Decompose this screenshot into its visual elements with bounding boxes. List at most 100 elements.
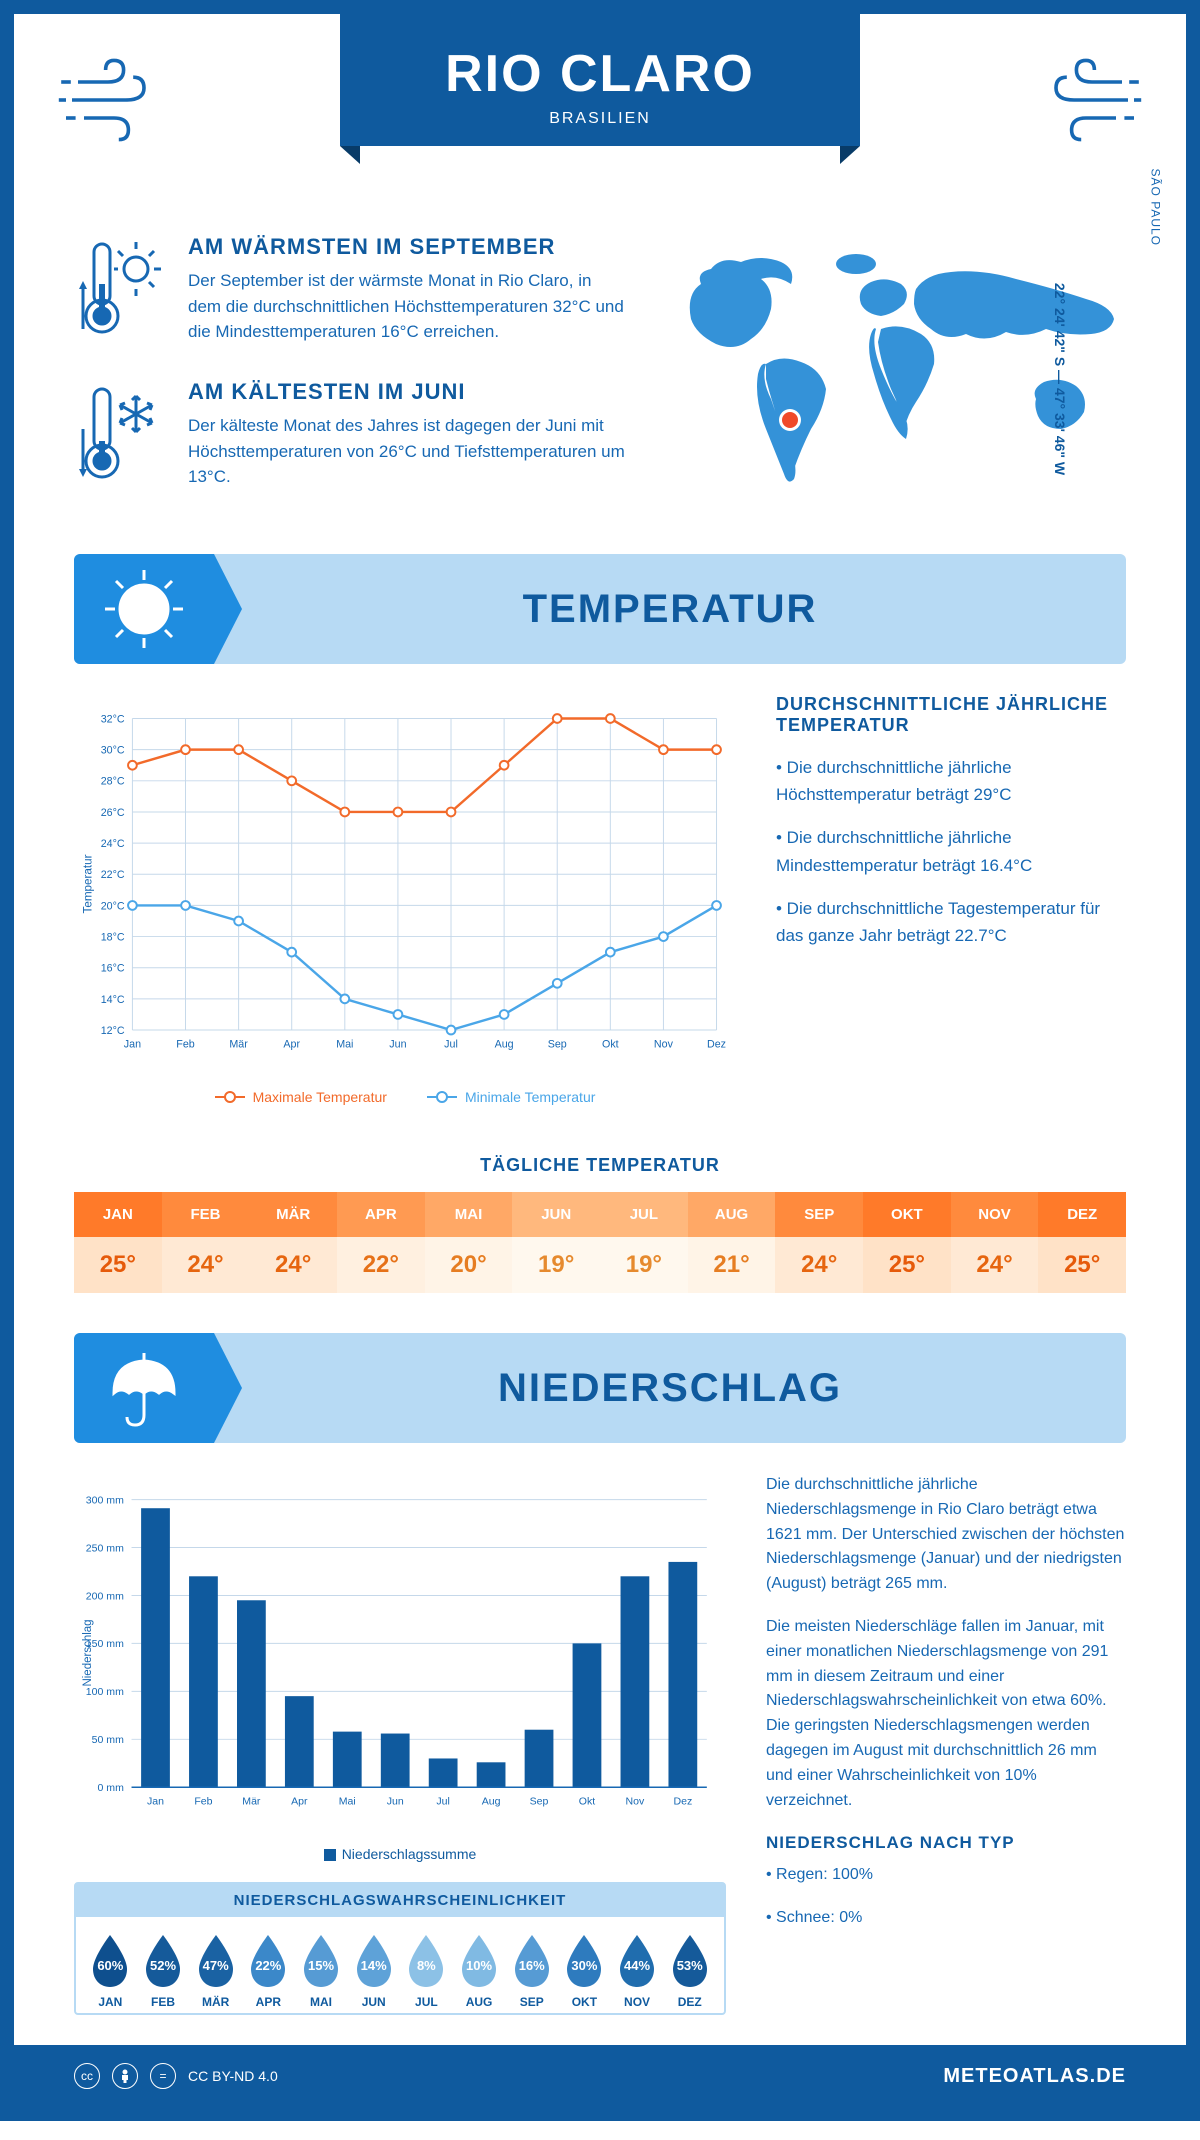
prob-drop: 22% APR: [242, 1933, 295, 2009]
prob-drop: 15% MAI: [295, 1933, 348, 2009]
temp-legend: Maximale Temperatur Minimale Temperatur: [74, 1089, 736, 1105]
fact-coldest: AM KÄLTESTEN IM JUNI Der kälteste Monat …: [74, 379, 626, 494]
prob-drop: 10% AUG: [453, 1933, 506, 2009]
precip-type-title: NIEDERSCHLAG NACH TYP: [766, 1833, 1126, 1853]
svg-text:Niederschlag: Niederschlag: [82, 1619, 94, 1686]
fact-cold-body: Der kälteste Monat des Jahres ist dagege…: [188, 413, 626, 490]
precip-p1: Die durchschnittliche jährliche Niedersc…: [766, 1473, 1126, 1597]
prob-drop: 60% JAN: [84, 1933, 137, 2009]
thermometer-snow-icon: [74, 379, 164, 494]
daily-head-cell: JAN: [74, 1192, 162, 1237]
region-label: SÃO PAULO: [1148, 169, 1162, 246]
daily-value-cell: 24°: [951, 1237, 1039, 1293]
precip-section: 0 mm50 mm100 mm150 mm200 mm250 mm300 mmN…: [14, 1443, 1186, 2045]
svg-text:Feb: Feb: [176, 1039, 194, 1051]
prob-drop: 30% OKT: [558, 1933, 611, 2009]
daily-value-cell: 19°: [600, 1237, 688, 1293]
by-icon: [112, 2063, 138, 2089]
precip-p2: Die meisten Niederschläge fallen im Janu…: [766, 1615, 1126, 1813]
precip-snow: • Schnee: 0%: [766, 1906, 1126, 1931]
daily-head-cell: NOV: [951, 1192, 1039, 1237]
prob-drop: 8% JUL: [400, 1933, 453, 2009]
svg-text:100 mm: 100 mm: [86, 1686, 124, 1698]
temp-section: 12°C14°C16°C18°C20°C22°C24°C26°C28°C30°C…: [14, 664, 1186, 1135]
daily-head-cell: DEZ: [1038, 1192, 1126, 1237]
umbrella-icon: [74, 1333, 214, 1443]
svg-text:Sep: Sep: [530, 1795, 549, 1807]
precip-chart: 0 mm50 mm100 mm150 mm200 mm250 mm300 mmN…: [74, 1473, 726, 1833]
legend-min: Minimale Temperatur: [465, 1089, 595, 1105]
sun-icon: [74, 554, 214, 664]
prob-drop: 14% JUN: [347, 1933, 400, 2009]
daily-head-cell: OKT: [863, 1192, 951, 1237]
svg-text:Okt: Okt: [579, 1795, 595, 1807]
daily-table: JANFEBMÄRAPRMAIJUNJULAUGSEPOKTNOVDEZ 25°…: [74, 1192, 1126, 1293]
footer-site: METEOATLAS.DE: [943, 2065, 1126, 2088]
temp-side-b3: • Die durchschnittliche Tagestemperatur …: [776, 895, 1126, 949]
license-text: CC BY-ND 4.0: [188, 2068, 278, 2084]
footer: cc = CC BY-ND 4.0 METEOATLAS.DE: [14, 2045, 1186, 2107]
daily-value-cell: 25°: [863, 1237, 951, 1293]
precip-legend: Niederschlagssumme: [74, 1846, 726, 1862]
fact-cold-title: AM KÄLTESTEN IM JUNI: [188, 379, 626, 405]
prob-drop: 47% MÄR: [189, 1933, 242, 2009]
svg-text:Dez: Dez: [707, 1039, 726, 1051]
cc-icon: cc: [74, 2063, 100, 2089]
daily-head-cell: SEP: [775, 1192, 863, 1237]
temp-title: TEMPERATUR: [214, 587, 1126, 632]
svg-text:Temperatur: Temperatur: [82, 854, 95, 913]
info-row: AM WÄRMSTEN IM SEPTEMBER Der September i…: [14, 214, 1186, 554]
daily-head-cell: MÄR: [249, 1192, 337, 1237]
svg-text:300 mm: 300 mm: [86, 1494, 124, 1506]
precip-rain: • Regen: 100%: [766, 1863, 1126, 1888]
svg-text:12°C: 12°C: [101, 1025, 125, 1037]
prob-box: NIEDERSCHLAGSWAHRSCHEINLICHKEIT 60% JAN …: [74, 1882, 726, 2015]
svg-text:Aug: Aug: [495, 1039, 514, 1051]
prob-title: NIEDERSCHLAGSWAHRSCHEINLICHKEIT: [76, 1884, 724, 1917]
svg-text:50 mm: 50 mm: [92, 1734, 124, 1746]
svg-text:18°C: 18°C: [101, 931, 125, 943]
daily-value-cell: 25°: [74, 1237, 162, 1293]
svg-text:Sep: Sep: [548, 1039, 567, 1051]
svg-text:Mai: Mai: [336, 1039, 353, 1051]
svg-text:Jul: Jul: [436, 1795, 449, 1807]
precip-side: Die durchschnittliche jährliche Niedersc…: [766, 1473, 1126, 2015]
temp-side: DURCHSCHNITTLICHE JÄHRLICHE TEMPERATUR •…: [776, 694, 1126, 1105]
svg-text:Aug: Aug: [482, 1795, 501, 1807]
daily-value-cell: 21°: [688, 1237, 776, 1293]
precip-banner: NIEDERSCHLAG: [74, 1333, 1126, 1443]
precip-left: 0 mm50 mm100 mm150 mm200 mm250 mm300 mmN…: [74, 1473, 726, 2015]
svg-text:32°C: 32°C: [101, 713, 125, 725]
daily-value-cell: 22°: [337, 1237, 425, 1293]
prob-drop: 52% FEB: [137, 1933, 190, 2009]
svg-text:250 mm: 250 mm: [86, 1542, 124, 1554]
svg-text:Jun: Jun: [387, 1795, 404, 1807]
svg-text:Jan: Jan: [147, 1795, 164, 1807]
svg-text:26°C: 26°C: [101, 807, 125, 819]
svg-text:Mai: Mai: [339, 1795, 356, 1807]
footer-license: cc = CC BY-ND 4.0: [74, 2063, 278, 2089]
thermometer-sun-icon: [74, 234, 164, 349]
city-name: RIO CLARO: [360, 44, 840, 104]
temp-side-b1: • Die durchschnittliche jährliche Höchst…: [776, 754, 1126, 808]
daily-value-cell: 19°: [512, 1237, 600, 1293]
prob-drop: 44% NOV: [611, 1933, 664, 2009]
daily-head-cell: AUG: [688, 1192, 776, 1237]
precip-title: NIEDERSCHLAG: [214, 1366, 1126, 1411]
daily-value-cell: 24°: [162, 1237, 250, 1293]
fact-warmest: AM WÄRMSTEN IM SEPTEMBER Der September i…: [74, 234, 626, 349]
svg-text:Feb: Feb: [194, 1795, 212, 1807]
legend-max: Maximale Temperatur: [253, 1089, 387, 1105]
svg-text:14°C: 14°C: [101, 994, 125, 1006]
svg-text:Okt: Okt: [602, 1039, 619, 1051]
svg-text:24°C: 24°C: [101, 838, 125, 850]
svg-text:Apr: Apr: [291, 1795, 308, 1807]
svg-text:Mär: Mär: [229, 1039, 248, 1051]
svg-text:0 mm: 0 mm: [98, 1782, 125, 1794]
svg-text:Jun: Jun: [389, 1039, 406, 1051]
svg-text:Jan: Jan: [124, 1039, 141, 1051]
daily-head-cell: JUL: [600, 1192, 688, 1237]
fact-warm-body: Der September ist der wärmste Monat in R…: [188, 268, 626, 345]
daily-value-cell: 24°: [775, 1237, 863, 1293]
page: RIO CLARO BRASILIEN: [0, 0, 1200, 2121]
